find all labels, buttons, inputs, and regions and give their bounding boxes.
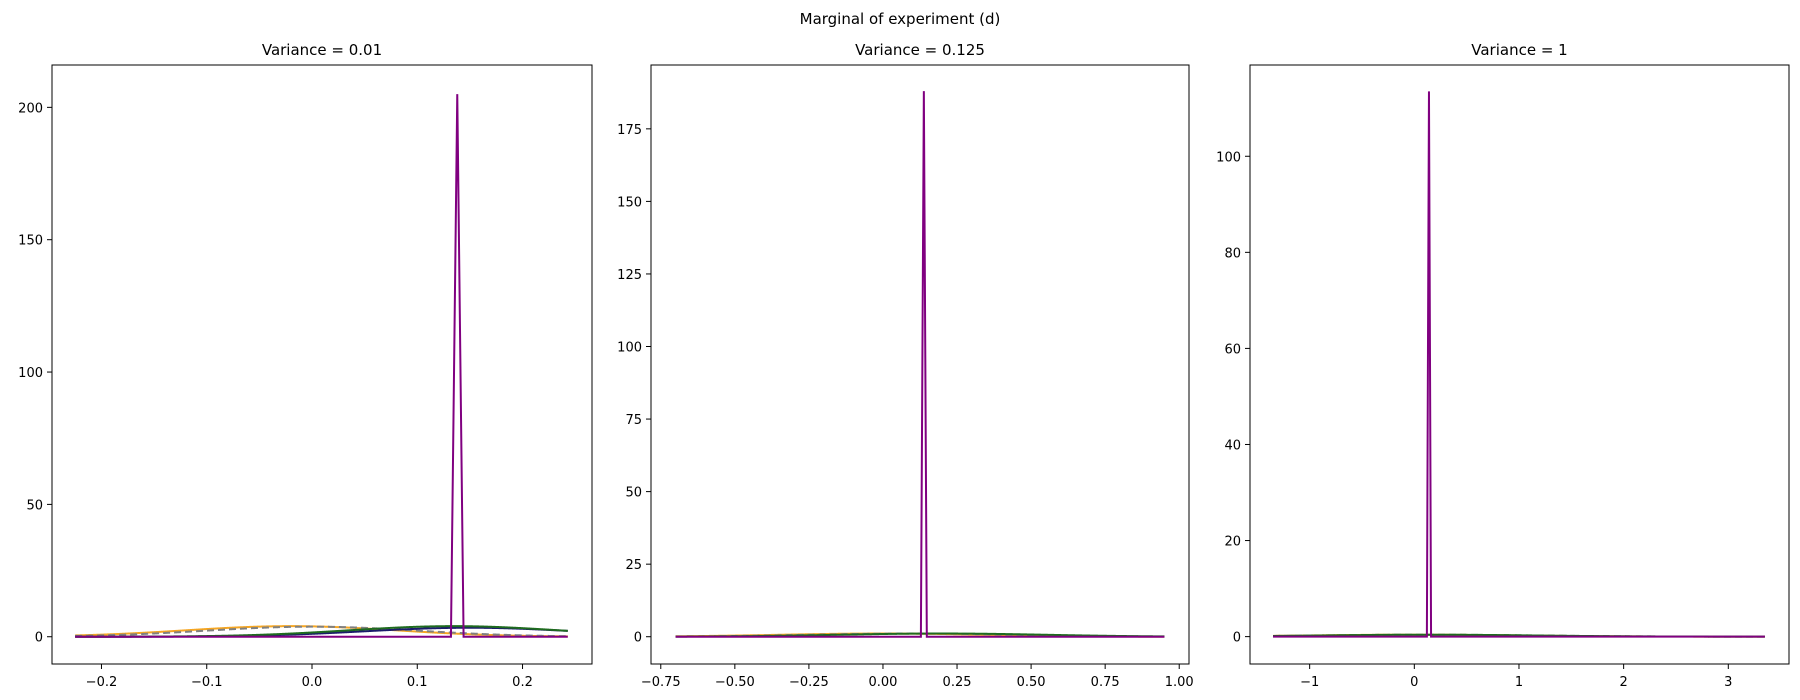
y-tick-label: 40	[1224, 438, 1241, 453]
x-tick-label: 3	[1724, 675, 1732, 690]
y-tick-label: 100	[1216, 150, 1241, 165]
y-tick-label: 0	[35, 631, 43, 646]
y-tick-label: 175	[617, 123, 642, 138]
x-tick-label: −0.2	[86, 675, 118, 690]
x-tick-label: 0.1	[407, 675, 428, 690]
y-tick-label: 150	[18, 234, 43, 249]
subplot-title: Variance = 1	[1471, 41, 1567, 59]
y-tick-label: 80	[1224, 246, 1241, 261]
x-tick-label: −1	[1300, 675, 1319, 690]
y-tick-label: 0	[634, 631, 642, 646]
y-tick-label: 25	[625, 558, 642, 573]
x-tick-label: 0.0	[302, 675, 323, 690]
y-tick-label: 20	[1224, 535, 1241, 550]
subplot-title: Variance = 0.01	[262, 41, 382, 59]
x-tick-label: 0.2	[512, 675, 533, 690]
y-tick-label: 50	[26, 498, 43, 513]
x-tick-label: 0.00	[868, 675, 897, 690]
y-tick-label: 125	[617, 268, 642, 283]
x-tick-label: −0.50	[715, 675, 755, 690]
axes-frame	[650, 64, 1190, 665]
x-tick-label: 0.25	[943, 675, 972, 690]
axes-frame	[51, 64, 593, 665]
figure-title: Marginal of experiment (d)	[799, 10, 1001, 28]
y-tick-label: 75	[625, 413, 642, 428]
x-tick-label: −0.75	[641, 675, 681, 690]
subplot-3: Variance = 1 −1 0 1 2 3 0 20 40 60 80 100	[1216, 41, 1790, 690]
y-tick-label: 100	[18, 366, 43, 381]
axes-frame	[1249, 64, 1790, 665]
x-tick-label: 2	[1619, 675, 1627, 690]
y-tick-label: 0	[1233, 631, 1241, 646]
series-line-gray_dashed	[75, 625, 568, 638]
series-line-purple	[675, 91, 1165, 638]
series-line-purple	[75, 94, 568, 638]
x-tick-label: −0.25	[789, 675, 829, 690]
x-tick-label: −0.1	[191, 675, 223, 690]
subplot-1: Variance = 0.01 −0.2 −0.1 0.0 0.1 0.2 0 50 100 15…	[18, 41, 593, 690]
x-tick-label: 1.00	[1165, 675, 1194, 690]
y-tick-label: 100	[617, 341, 642, 356]
series-line-purple	[1273, 91, 1765, 638]
y-tick-label: 50	[625, 486, 642, 501]
y-tick-label: 200	[18, 101, 43, 116]
subplot-2: Variance = 0.125 −0.75 −0.50 −0.25 0.00 0.25 0…	[617, 41, 1194, 690]
x-tick-label: 1	[1515, 675, 1523, 690]
x-tick-label: 0	[1410, 675, 1418, 690]
x-tick-label: 0.50	[1017, 675, 1046, 690]
subplot-title: Variance = 0.125	[855, 41, 985, 59]
y-tick-label: 60	[1224, 342, 1241, 357]
y-tick-label: 150	[617, 195, 642, 210]
x-tick-label: 0.75	[1091, 675, 1120, 690]
